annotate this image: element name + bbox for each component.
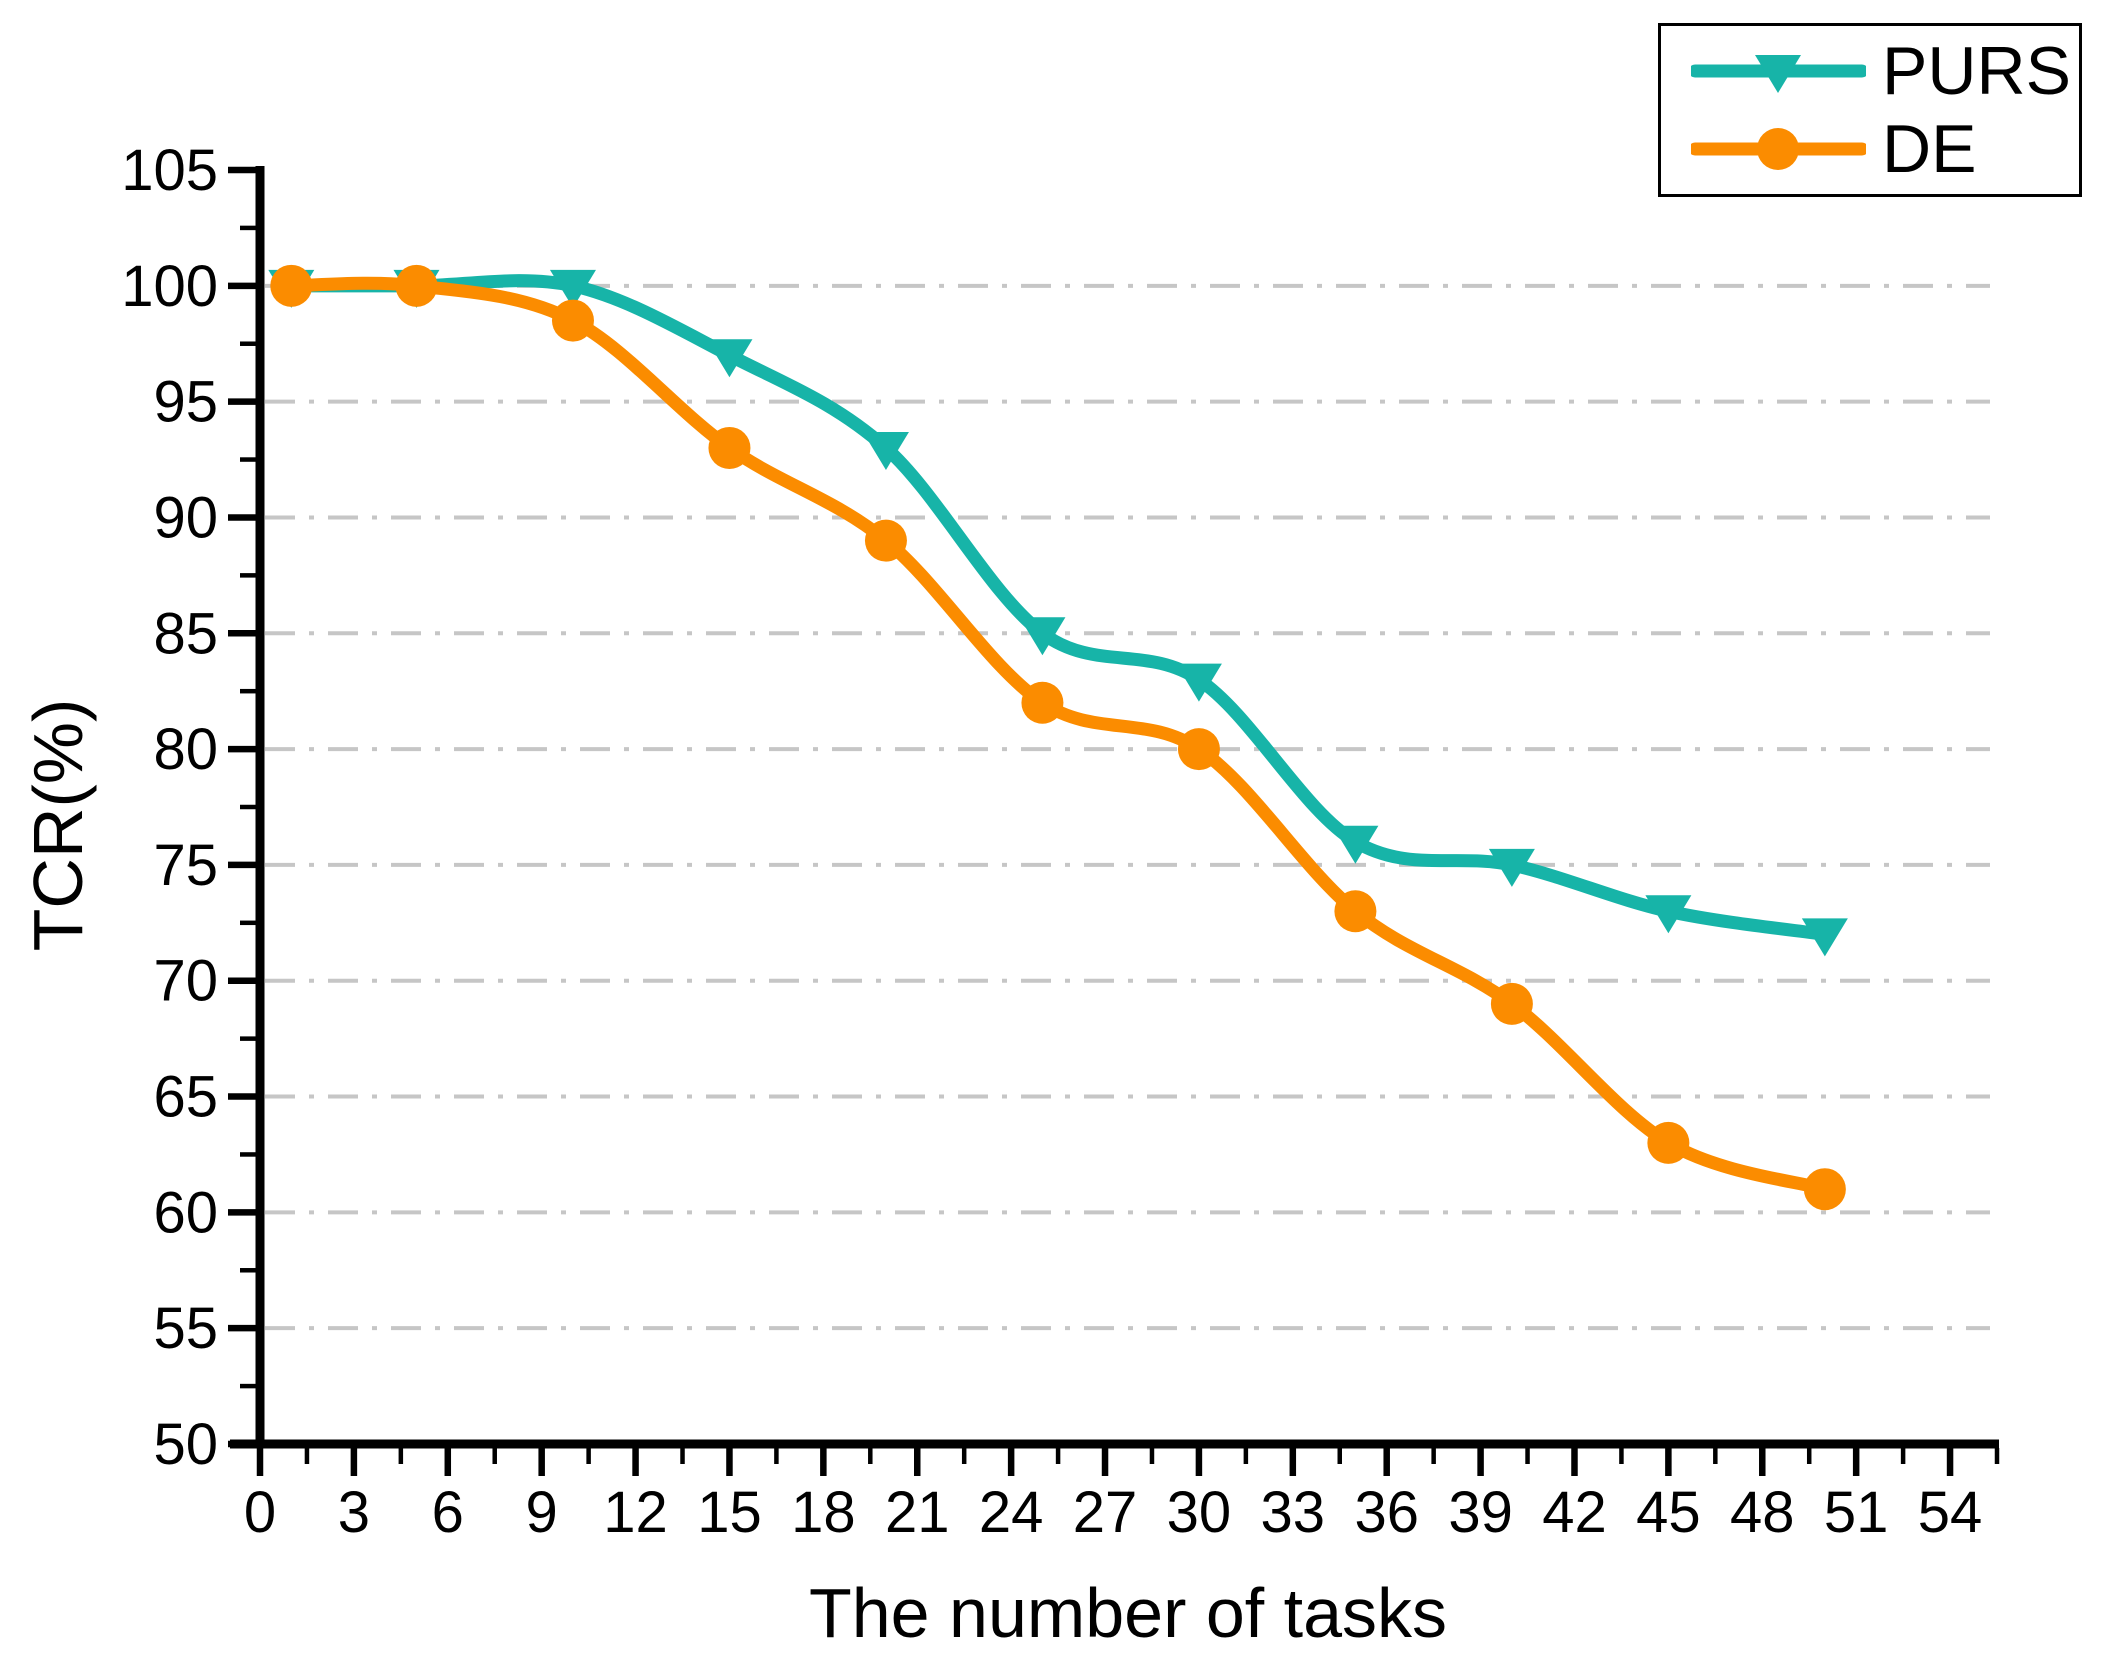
- triangle-down-marker: [549, 269, 596, 308]
- x-tick-label: 18: [791, 1480, 856, 1545]
- x-tick-label: 12: [603, 1480, 668, 1545]
- x-tick-label: 42: [1542, 1480, 1607, 1545]
- y-tick-label: 85: [153, 601, 218, 666]
- y-tick-label: 75: [153, 833, 218, 898]
- x-tick-label: 24: [979, 1480, 1044, 1545]
- legend: PURS DE: [1658, 23, 2082, 197]
- circle-marker: [395, 264, 438, 307]
- y-tick-label: 70: [153, 949, 218, 1014]
- de-line: [284, 276, 1832, 1196]
- triangle-down-marker: [1801, 918, 1848, 957]
- y-axis-title: TCR(%): [19, 698, 97, 952]
- legend-label-de: DE: [1882, 111, 1977, 188]
- circle-marker: [1021, 681, 1064, 724]
- purs-line-sample: [1691, 54, 1866, 93]
- y-tick-label: 100: [121, 254, 218, 319]
- circle-marker: [1177, 728, 1220, 771]
- triangle-down-icon: [1755, 54, 1801, 93]
- purs-series: [268, 269, 1848, 957]
- circle-marker: [270, 264, 313, 307]
- circle-marker: [1334, 890, 1377, 933]
- x-tick-label: 21: [885, 1480, 950, 1545]
- x-tick-label: 39: [1448, 1480, 1513, 1545]
- x-tick-label: 51: [1824, 1480, 1889, 1545]
- x-tick-label: 27: [1073, 1480, 1138, 1545]
- legend-item-de: DE: [1691, 115, 2079, 183]
- circle-marker: [1803, 1168, 1846, 1211]
- triangle-down-marker: [706, 339, 753, 378]
- legend-label-purs: PURS: [1882, 32, 2071, 109]
- circle-marker: [1647, 1121, 1690, 1164]
- triangle-down-marker: [1175, 663, 1222, 702]
- x-tick-label: 6: [432, 1480, 464, 1545]
- x-tick-label: 9: [526, 1480, 558, 1545]
- x-tick-label: 3: [338, 1480, 370, 1545]
- purs-line: [284, 274, 1832, 941]
- legend-item-purs: PURS: [1691, 37, 2079, 105]
- circle-marker: [1490, 982, 1533, 1025]
- circle-marker: [551, 299, 594, 342]
- x-tick-label: 36: [1354, 1480, 1419, 1545]
- triangle-down-marker: [1332, 825, 1379, 864]
- y-tick-label: 90: [153, 485, 218, 550]
- triangle-down-marker: [1645, 895, 1692, 934]
- triangle-down-marker: [1488, 848, 1535, 887]
- y-tick-label: 50: [153, 1412, 218, 1477]
- circle-marker: [864, 519, 907, 562]
- y-tick-label: 55: [153, 1296, 218, 1361]
- triangle-down-marker: [1019, 617, 1066, 656]
- axes: [230, 166, 1999, 1449]
- de-series: [270, 264, 1846, 1211]
- x-tick-label: 54: [1918, 1480, 1983, 1545]
- x-tick-label: 45: [1636, 1480, 1701, 1545]
- purs-markers: [268, 269, 1848, 957]
- y-tick-label: 65: [153, 1065, 218, 1130]
- y-tick-label: 95: [153, 370, 218, 435]
- x-tick-label: 48: [1730, 1480, 1795, 1545]
- x-tick-label: 15: [697, 1480, 762, 1545]
- x-tick-label: 30: [1167, 1480, 1232, 1545]
- y-tick-label: 60: [153, 1180, 218, 1245]
- de-line-sample: [1691, 128, 1866, 171]
- y-tick-label: 80: [153, 717, 218, 782]
- de-markers: [270, 264, 1846, 1211]
- x-axis-title: The number of tasks: [808, 1574, 1448, 1652]
- circle-icon: [1757, 128, 1799, 171]
- x-tick-label: 33: [1261, 1480, 1326, 1545]
- circle-marker: [708, 426, 751, 469]
- triangle-down-marker: [862, 431, 909, 470]
- y-tick-label: 105: [121, 138, 218, 203]
- x-tick-label: 0: [244, 1480, 276, 1545]
